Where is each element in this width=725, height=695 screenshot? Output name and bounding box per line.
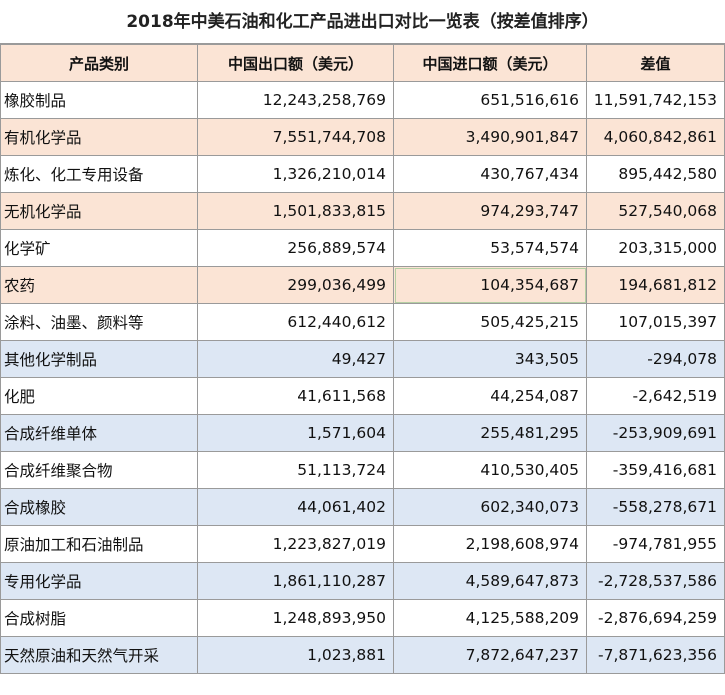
table-row: 涂料、油墨、颜料等 612,440,612 505,425,215 107,015,3… — [0, 303, 725, 341]
diff-cell[interactable]: -253,909,691 — [586, 414, 725, 452]
category-cell[interactable]: 专用化学品 — [0, 562, 198, 600]
export-cell[interactable]: 256,889,574 — [197, 229, 394, 267]
table-row: 原油加工和石油制品 1,223,827,019 2,198,608,974 -974,… — [0, 525, 725, 563]
table-row: 农药 299,036,499 104,354,687 194,681,812 — [0, 266, 725, 304]
import-cell[interactable]: 44,254,087 — [393, 377, 587, 415]
table-row: 无机化学品 1,501,833,815 974,293,747 527,540,068 — [0, 192, 725, 230]
diff-cell[interactable]: -974,781,955 — [586, 525, 725, 563]
header-diff[interactable]: 差值 — [586, 44, 725, 82]
export-cell[interactable]: 44,061,402 — [197, 488, 394, 526]
table-row: 合成纤维单体 1,571,604 255,481,295 -253,909,691 — [0, 414, 725, 452]
import-cell[interactable]: 255,481,295 — [393, 414, 587, 452]
category-cell[interactable]: 涂料、油墨、颜料等 — [0, 303, 198, 341]
import-cell[interactable]: 974,293,747 — [393, 192, 587, 230]
category-cell[interactable]: 合成橡胶 — [0, 488, 198, 526]
table-row: 合成橡胶 44,061,402 602,340,073 -558,278,671 — [0, 488, 725, 526]
category-cell[interactable]: 橡胶制品 — [0, 81, 198, 119]
export-cell[interactable]: 612,440,612 — [197, 303, 394, 341]
category-cell[interactable]: 农药 — [0, 266, 198, 304]
export-cell[interactable]: 1,501,833,815 — [197, 192, 394, 230]
diff-cell[interactable]: 194,681,812 — [586, 266, 725, 304]
export-cell[interactable]: 51,113,724 — [197, 451, 394, 489]
import-cell[interactable]: 602,340,073 — [393, 488, 587, 526]
table-row: 专用化学品 1,861,110,287 4,589,647,873 -2,728,53… — [0, 562, 725, 600]
import-cell[interactable]: 4,125,588,209 — [393, 599, 587, 637]
diff-cell[interactable]: -2,728,537,586 — [586, 562, 725, 600]
header-import[interactable]: 中国进口额（美元） — [393, 44, 587, 82]
category-cell[interactable]: 合成纤维聚合物 — [0, 451, 198, 489]
category-cell[interactable]: 原油加工和石油制品 — [0, 525, 198, 563]
import-cell[interactable]: 53,574,574 — [393, 229, 587, 267]
import-cell[interactable]: 410,530,405 — [393, 451, 587, 489]
category-cell[interactable]: 天然原油和天然气开采 — [0, 636, 198, 674]
category-cell[interactable]: 炼化、化工专用设备 — [0, 155, 198, 193]
trade-comparison-table: 产品类别 中国出口额（美元） 中国进口额（美元） 差值 橡胶制品 12,243,2… — [0, 44, 725, 674]
export-cell[interactable]: 41,611,568 — [197, 377, 394, 415]
export-cell[interactable]: 299,036,499 — [197, 266, 394, 304]
table-body: 橡胶制品 12,243,258,769 651,516,616 11,591,742,… — [0, 81, 725, 674]
export-cell[interactable]: 1,326,210,014 — [197, 155, 394, 193]
diff-cell[interactable]: -558,278,671 — [586, 488, 725, 526]
header-category[interactable]: 产品类别 — [0, 44, 198, 82]
export-cell[interactable]: 1,223,827,019 — [197, 525, 394, 563]
diff-cell[interactable]: -2,876,694,259 — [586, 599, 725, 637]
category-cell[interactable]: 化肥 — [0, 377, 198, 415]
table-row: 合成纤维聚合物 51,113,724 410,530,405 -359,416,681 — [0, 451, 725, 489]
import-cell[interactable]: 505,425,215 — [393, 303, 587, 341]
export-cell[interactable]: 1,571,604 — [197, 414, 394, 452]
export-cell[interactable]: 1,248,893,950 — [197, 599, 394, 637]
diff-cell[interactable]: 527,540,068 — [586, 192, 725, 230]
export-cell[interactable]: 49,427 — [197, 340, 394, 378]
diff-cell[interactable]: 4,060,842,861 — [586, 118, 725, 156]
diff-cell[interactable]: -7,871,623,356 — [586, 636, 725, 674]
import-cell[interactable]: 3,490,901,847 — [393, 118, 587, 156]
category-cell[interactable]: 合成纤维单体 — [0, 414, 198, 452]
category-cell[interactable]: 化学矿 — [0, 229, 198, 267]
import-cell[interactable]: 7,872,647,237 — [393, 636, 587, 674]
export-cell[interactable]: 7,551,744,708 — [197, 118, 394, 156]
category-cell[interactable]: 无机化学品 — [0, 192, 198, 230]
diff-cell[interactable]: 203,315,000 — [586, 229, 725, 267]
table-row: 有机化学品 7,551,744,708 3,490,901,847 4,060,842… — [0, 118, 725, 156]
diff-cell[interactable]: -359,416,681 — [586, 451, 725, 489]
import-cell[interactable]: 343,505 — [393, 340, 587, 378]
table-row: 炼化、化工专用设备 1,326,210,014 430,767,434 895,442… — [0, 155, 725, 193]
table-row: 橡胶制品 12,243,258,769 651,516,616 11,591,742,… — [0, 81, 725, 119]
category-cell[interactable]: 有机化学品 — [0, 118, 198, 156]
header-row: 产品类别 中国出口额（美元） 中国进口额（美元） 差值 — [0, 44, 725, 82]
diff-cell[interactable]: 107,015,397 — [586, 303, 725, 341]
export-cell[interactable]: 1,861,110,287 — [197, 562, 394, 600]
export-cell[interactable]: 1,023,881 — [197, 636, 394, 674]
import-cell[interactable]: 2,198,608,974 — [393, 525, 587, 563]
import-cell[interactable]: 4,589,647,873 — [393, 562, 587, 600]
import-cell[interactable]: 104,354,687 — [393, 266, 587, 304]
table-row: 天然原油和天然气开采 1,023,881 7,872,647,237 -7,871,6… — [0, 636, 725, 674]
table-row: 化肥 41,611,568 44,254,087 -2,642,519 — [0, 377, 725, 415]
table-title[interactable]: 2018年中美石油和化工产品进出口对比一览表（按差值排序） — [0, 0, 725, 44]
table-row: 其他化学制品 49,427 343,505 -294,078 — [0, 340, 725, 378]
category-cell[interactable]: 合成树脂 — [0, 599, 198, 637]
table-row: 合成树脂 1,248,893,950 4,125,588,209 -2,876,694… — [0, 599, 725, 637]
import-cell[interactable]: 430,767,434 — [393, 155, 587, 193]
diff-cell[interactable]: 11,591,742,153 — [586, 81, 725, 119]
diff-cell[interactable]: -294,078 — [586, 340, 725, 378]
export-cell[interactable]: 12,243,258,769 — [197, 81, 394, 119]
table-row: 化学矿 256,889,574 53,574,574 203,315,000 — [0, 229, 725, 267]
import-cell[interactable]: 651,516,616 — [393, 81, 587, 119]
diff-cell[interactable]: 895,442,580 — [586, 155, 725, 193]
header-export[interactable]: 中国出口额（美元） — [197, 44, 394, 82]
diff-cell[interactable]: -2,642,519 — [586, 377, 725, 415]
category-cell[interactable]: 其他化学制品 — [0, 340, 198, 378]
